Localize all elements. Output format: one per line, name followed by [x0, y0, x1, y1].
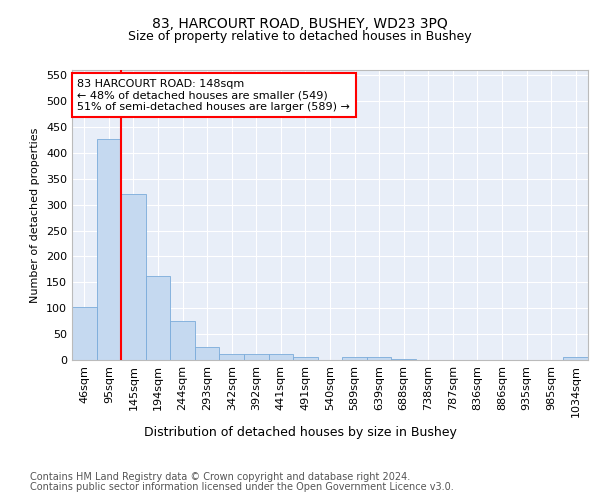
Bar [269, 354, 293, 360]
Bar [244, 354, 269, 360]
Text: 83 HARCOURT ROAD: 148sqm
← 48% of detached houses are smaller (549)
51% of semi-: 83 HARCOURT ROAD: 148sqm ← 48% of detach… [77, 78, 350, 112]
Bar [367, 358, 391, 360]
Bar [146, 276, 170, 360]
Bar [293, 357, 318, 360]
Bar [97, 139, 121, 360]
Bar [391, 359, 416, 360]
Text: 83, HARCOURT ROAD, BUSHEY, WD23 3PQ: 83, HARCOURT ROAD, BUSHEY, WD23 3PQ [152, 18, 448, 32]
Bar [72, 306, 97, 360]
Y-axis label: Number of detached properties: Number of detached properties [31, 128, 40, 302]
Bar [195, 346, 220, 360]
Bar [342, 358, 367, 360]
Bar [220, 354, 244, 360]
Bar [563, 358, 588, 360]
Text: Contains public sector information licensed under the Open Government Licence v3: Contains public sector information licen… [30, 482, 454, 492]
Bar [121, 194, 146, 360]
Text: Size of property relative to detached houses in Bushey: Size of property relative to detached ho… [128, 30, 472, 43]
Text: Contains HM Land Registry data © Crown copyright and database right 2024.: Contains HM Land Registry data © Crown c… [30, 472, 410, 482]
Bar [170, 321, 195, 360]
Text: Distribution of detached houses by size in Bushey: Distribution of detached houses by size … [143, 426, 457, 439]
